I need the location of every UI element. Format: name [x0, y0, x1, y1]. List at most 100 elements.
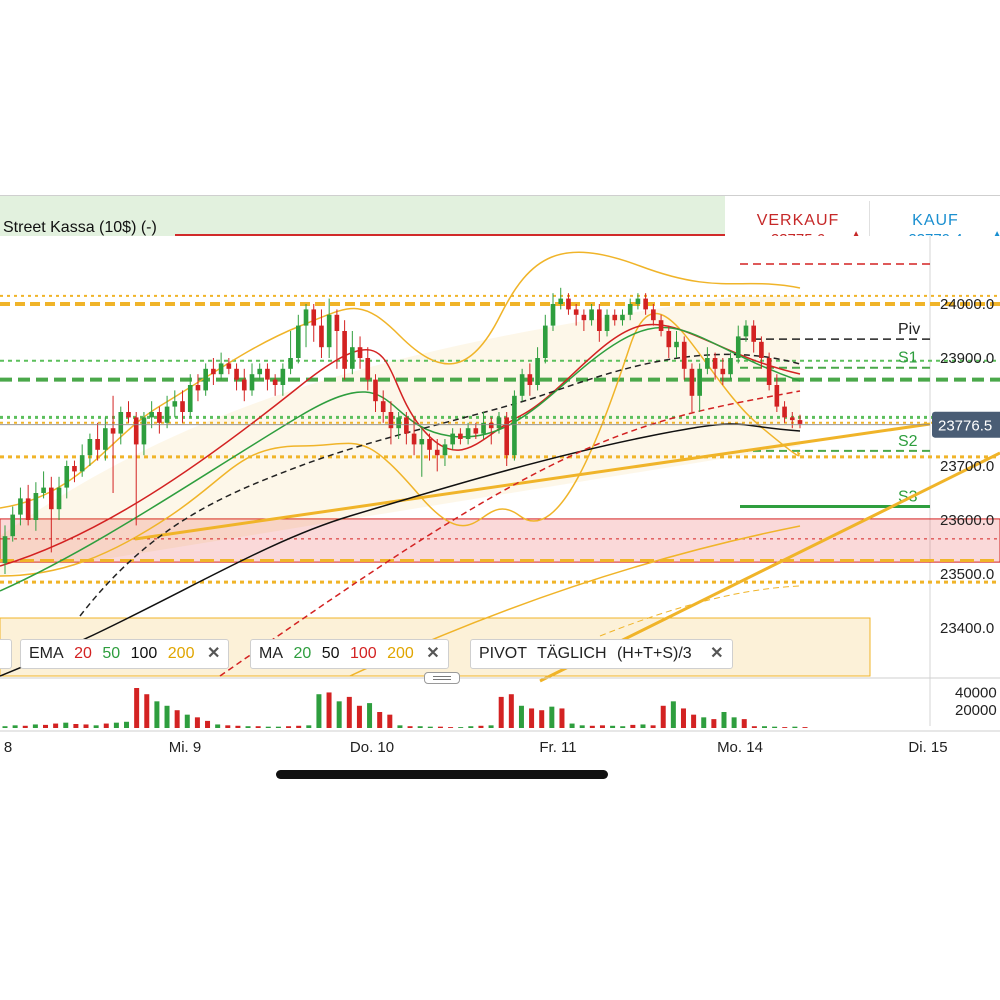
pivot-indicator-chip[interactable]: PIVOT TÄGLICH (H+T+S)/3 ✕ [470, 639, 733, 669]
trend-line [134, 422, 931, 541]
y-tick-label: 23900.0 [940, 350, 994, 367]
volume-bar [255, 726, 261, 728]
close-icon[interactable]: ✕ [206, 645, 221, 662]
candle-body [272, 379, 278, 385]
x-tick-label: Mi. 9 [169, 739, 202, 756]
volume-bar [579, 725, 585, 728]
volume-bar [53, 723, 59, 728]
ma-period-20: 20 [293, 645, 312, 662]
volume-bar [32, 724, 38, 728]
candle-body [2, 536, 8, 564]
volume-bar [154, 701, 160, 728]
volume-bar [427, 726, 433, 728]
ema-indicator-chip[interactable]: EMA 20 50 100 200 ✕ [20, 639, 230, 669]
volume-tick-label: 40000 [955, 684, 997, 701]
volume-bar [458, 727, 464, 728]
volume-bar [275, 726, 281, 728]
candle-body [48, 487, 54, 510]
volume-bar [377, 712, 383, 728]
y-tick-label: 23400.0 [940, 620, 994, 637]
candle-body [249, 374, 255, 391]
ma-indicator-chip[interactable]: MA 20 50 100 200 ✕ [250, 639, 449, 669]
candle-body [627, 304, 633, 315]
x-tick-label: Fr. 11 [539, 739, 576, 756]
volume-bar [640, 724, 646, 728]
candle-body [643, 298, 648, 310]
drag-handle-icon[interactable] [424, 672, 460, 684]
candle-body [288, 358, 293, 369]
bollinger-lower [0, 312, 801, 577]
close-icon[interactable]: ✕ [710, 645, 724, 662]
red-zone [0, 518, 1000, 563]
candle-body [350, 347, 355, 369]
ma-50-line [79, 353, 801, 617]
candle-body [241, 379, 247, 391]
candle-body [234, 368, 239, 380]
volume-bar [569, 723, 575, 728]
volume-bar [529, 708, 535, 728]
candle-body [488, 422, 494, 429]
volume-bar [539, 710, 545, 728]
candle-body [620, 314, 625, 321]
candle-body [149, 412, 154, 418]
candle-body [558, 298, 564, 304]
volume-bar [761, 726, 767, 728]
volume-bar [701, 717, 707, 728]
candle-body [720, 368, 726, 375]
volume-bar [650, 725, 656, 728]
x-tick-label: 8 [4, 739, 12, 756]
candle-body [373, 379, 378, 402]
instrument-title: Street Kassa (10$) (-) [3, 219, 157, 236]
volume-bar [83, 724, 89, 728]
candle-body [211, 368, 216, 375]
volume-bar [680, 708, 686, 728]
volume-bar [215, 724, 221, 728]
candle-body [79, 455, 85, 472]
ema-period-50: 50 [102, 645, 121, 662]
candle-body [41, 487, 46, 493]
candle-body [218, 363, 224, 375]
ma-period-100: 100 [349, 645, 377, 662]
candle-body [473, 428, 479, 434]
volume-bar [367, 703, 373, 728]
volume-bar [478, 725, 484, 728]
candle-body [311, 309, 317, 326]
candle-body [566, 298, 571, 310]
candle-body [33, 493, 39, 520]
y-tick-label: 23700.0 [940, 458, 994, 475]
close-icon[interactable]: ✕ [426, 645, 440, 662]
candle-body [604, 314, 610, 331]
y-tick-label: 23500.0 [940, 566, 994, 583]
candle-body [450, 433, 455, 445]
home-indicator[interactable] [276, 770, 608, 779]
candle-body [496, 417, 502, 429]
candle-body [257, 368, 263, 375]
bollinger-fill [0, 296, 800, 576]
volume-bar [792, 726, 798, 728]
candle-body [689, 368, 695, 396]
candle-body [766, 358, 772, 385]
candle-body [110, 428, 116, 434]
volume-bar [782, 727, 788, 728]
volume-bar [599, 725, 605, 728]
candle-body [319, 325, 324, 348]
volume-bar [124, 721, 130, 728]
candle-body [504, 417, 510, 456]
candle-body [519, 374, 525, 396]
indicator-chip-hidden[interactable] [0, 639, 12, 669]
buy-label: KAUF [912, 212, 959, 229]
volume-bar [22, 725, 28, 728]
price-chart[interactable]: PivS1S2S324000.023900.023700.023600.0235… [0, 196, 1000, 766]
volume-bar [518, 705, 524, 728]
volume-bar [397, 725, 403, 728]
candle-body [187, 385, 193, 412]
candle-body [25, 498, 31, 520]
pivot-formula: (H+T+S)/3 [616, 645, 692, 662]
candle-body [789, 417, 795, 421]
candle-body [697, 368, 702, 396]
volume-bar [549, 706, 555, 728]
candle-body [126, 412, 131, 418]
volume-bar [245, 726, 251, 728]
volume-bar [286, 726, 292, 728]
y-tick-label: 24000.0 [940, 296, 994, 313]
